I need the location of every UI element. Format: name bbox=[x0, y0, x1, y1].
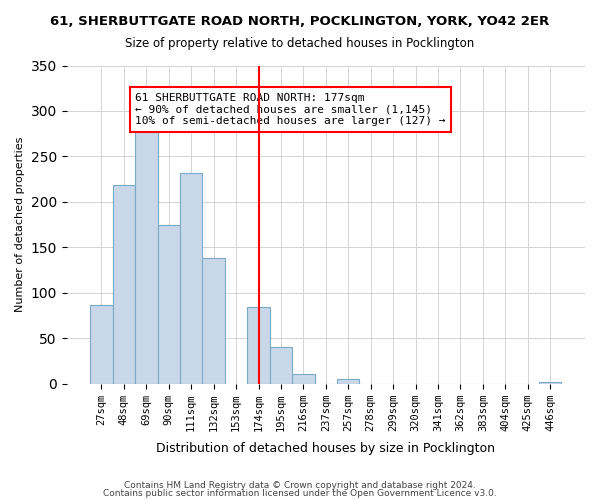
Bar bbox=[292, 374, 314, 384]
Bar bbox=[90, 306, 113, 384]
Bar bbox=[270, 348, 292, 384]
Bar bbox=[539, 382, 562, 384]
Bar bbox=[337, 379, 359, 384]
Text: Contains HM Land Registry data © Crown copyright and database right 2024.: Contains HM Land Registry data © Crown c… bbox=[124, 481, 476, 490]
Bar bbox=[113, 184, 135, 384]
Text: Size of property relative to detached houses in Pocklington: Size of property relative to detached ho… bbox=[125, 38, 475, 51]
X-axis label: Distribution of detached houses by size in Pocklington: Distribution of detached houses by size … bbox=[157, 442, 496, 455]
Bar bbox=[135, 126, 158, 384]
Bar bbox=[247, 308, 270, 384]
Bar bbox=[158, 224, 180, 384]
Text: 61, SHERBUTTGATE ROAD NORTH, POCKLINGTON, YORK, YO42 2ER: 61, SHERBUTTGATE ROAD NORTH, POCKLINGTON… bbox=[50, 15, 550, 28]
Bar bbox=[202, 258, 225, 384]
Y-axis label: Number of detached properties: Number of detached properties bbox=[15, 137, 25, 312]
Text: 61 SHERBUTTGATE ROAD NORTH: 177sqm
← 90% of detached houses are smaller (1,145)
: 61 SHERBUTTGATE ROAD NORTH: 177sqm ← 90%… bbox=[135, 93, 446, 126]
Bar bbox=[180, 173, 202, 384]
Text: Contains public sector information licensed under the Open Government Licence v3: Contains public sector information licen… bbox=[103, 488, 497, 498]
